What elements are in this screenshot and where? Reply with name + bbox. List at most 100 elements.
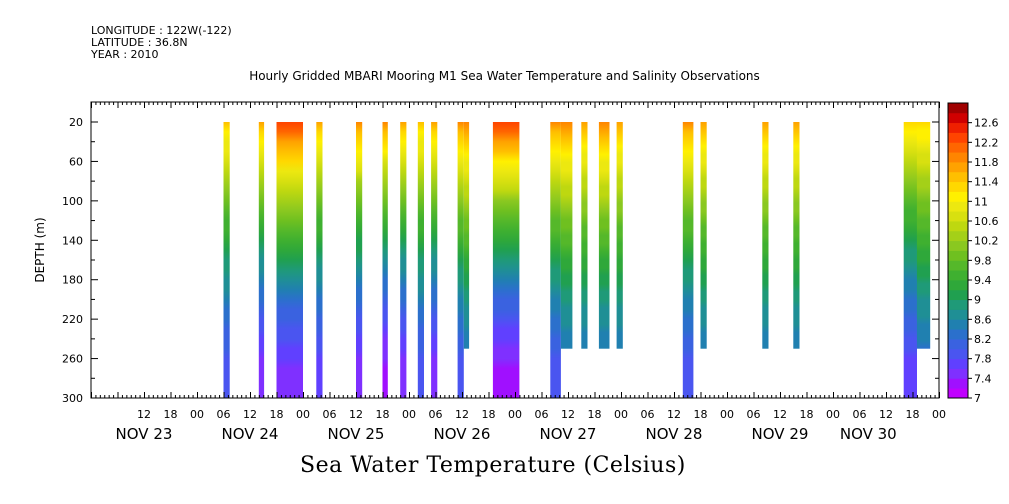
data-column: [457, 122, 464, 398]
data-column: [560, 122, 573, 349]
x-hour-label: 06: [323, 408, 337, 421]
colorbar-swatch: [948, 171, 968, 183]
y-tick-label: 20: [69, 116, 83, 129]
y-tick-label: 180: [62, 274, 83, 287]
y-tick-label: 220: [62, 313, 83, 326]
y-axis-label: DEPTH (m): [33, 217, 47, 282]
x-hour-label: 18: [482, 408, 496, 421]
data-column: [492, 122, 520, 398]
data-column: [356, 122, 363, 398]
colorbar-label: 12.2: [974, 136, 999, 149]
colorbar-swatch: [948, 142, 968, 153]
colorbar-label: 8.6: [974, 313, 992, 326]
longitude-label: LONGITUDE : 122W(-122): [91, 24, 232, 37]
data-column: [598, 122, 610, 349]
data-column: [916, 122, 931, 349]
colorbar-swatch: [948, 309, 968, 320]
colorbar-label: 11.8: [974, 156, 999, 169]
colorbar-swatch: [948, 201, 968, 212]
colorbar-swatch: [948, 280, 968, 291]
colorbar-swatch: [948, 112, 968, 124]
colorbar-label: 7.8: [974, 353, 992, 366]
colorbar-label: 9.4: [974, 274, 992, 287]
x-hour-label: 12: [561, 408, 575, 421]
year-label: YEAR : 2010: [91, 48, 159, 61]
x-hour-label: 12: [455, 408, 469, 421]
data-column: [463, 122, 470, 349]
x-hour-label: 18: [800, 408, 814, 421]
x-day-label: NOV 29: [752, 425, 809, 443]
x-hour-label: 18: [906, 408, 920, 421]
x-hour-label: 06: [429, 408, 443, 421]
colorbar-swatch: [948, 329, 968, 340]
colorbar-swatch: [948, 132, 968, 143]
x-axis: 12 18 00 06 12 18 00 06 12 18 00 06 12 18 00 06 12 18 00 06…: [91, 102, 946, 443]
colorbar-label: 8.2: [974, 333, 992, 346]
x-hour-label: 00: [932, 408, 946, 421]
x-day-label: NOV 26: [434, 425, 491, 443]
colorbar-swatch: [948, 299, 968, 310]
colorbar-swatch: [948, 319, 968, 330]
colorbar-label: 7: [974, 392, 981, 405]
colorbar-label: 11.4: [974, 176, 999, 189]
data-column: [616, 122, 623, 349]
x-hour-label: 00: [826, 408, 840, 421]
colorbar-swatch: [948, 240, 968, 251]
data-columns: [223, 122, 931, 398]
colorbar-swatch: [948, 221, 968, 232]
x-hour-label: 12: [349, 408, 363, 421]
x-hour-label: 00: [614, 408, 628, 421]
variable-title: Sea Water Temperature (Celsius): [300, 453, 686, 478]
colorbar-swatch: [948, 388, 968, 399]
data-column: [581, 122, 588, 349]
colorbar-label: 10.2: [974, 235, 999, 248]
colorbar-swatch: [948, 122, 968, 133]
data-column: [550, 122, 561, 398]
x-hour-label: 12: [879, 408, 893, 421]
x-hour-label: 06: [641, 408, 655, 421]
x-hour-label: 00: [190, 408, 204, 421]
y-tick-label: 140: [62, 234, 83, 247]
data-column: [382, 122, 388, 398]
y-axis: 20 60 100 140 180 220 260 300: [62, 116, 939, 405]
data-column: [316, 122, 323, 398]
colorbar-frame: [947, 102, 969, 399]
data-column: [762, 122, 769, 349]
colorbar-swatch: [948, 103, 968, 114]
x-hour-label: 06: [217, 408, 231, 421]
colorbar-swatch: [948, 152, 968, 163]
colorbar-swatch: [948, 211, 968, 222]
x-hour-label: 18: [588, 408, 602, 421]
chart-title: Hourly Gridded MBARI Mooring M1 Sea Wate…: [249, 69, 760, 83]
colorbar-swatch: [948, 260, 968, 271]
colorbar-label: 9: [974, 294, 981, 307]
colorbar-swatch: [948, 250, 968, 261]
x-day-label: NOV 27: [540, 425, 597, 443]
x-day-label: NOV 28: [646, 425, 703, 443]
x-hour-label: 12: [243, 408, 257, 421]
x-day-label: NOV 30: [840, 425, 897, 443]
colorbar-swatch: [948, 181, 968, 192]
colorbar-swatch: [948, 378, 968, 389]
colorbar-swatch: [948, 191, 968, 202]
x-day-label: NOV 24: [222, 425, 279, 443]
x-hour-label: 06: [535, 408, 549, 421]
data-column: [276, 122, 303, 398]
x-hour-label: 18: [164, 408, 178, 421]
colorbar-swatch: [948, 368, 968, 379]
colorbar-swatch: [948, 162, 968, 173]
data-column: [793, 122, 800, 349]
data-column: [700, 122, 707, 349]
y-tick-label: 100: [62, 195, 83, 208]
colorbar-swatch: [948, 270, 968, 281]
data-column: [431, 122, 438, 398]
x-hour-label: 12: [667, 408, 681, 421]
x-hour-label: 00: [296, 408, 310, 421]
y-tick-label: 60: [69, 155, 83, 168]
latitude-label: LATITUDE : 36.8N: [91, 36, 188, 49]
x-day-label: NOV 23: [116, 425, 173, 443]
data-column: [258, 122, 265, 398]
colorbar-swatch: [948, 358, 968, 369]
data-column: [417, 122, 424, 398]
